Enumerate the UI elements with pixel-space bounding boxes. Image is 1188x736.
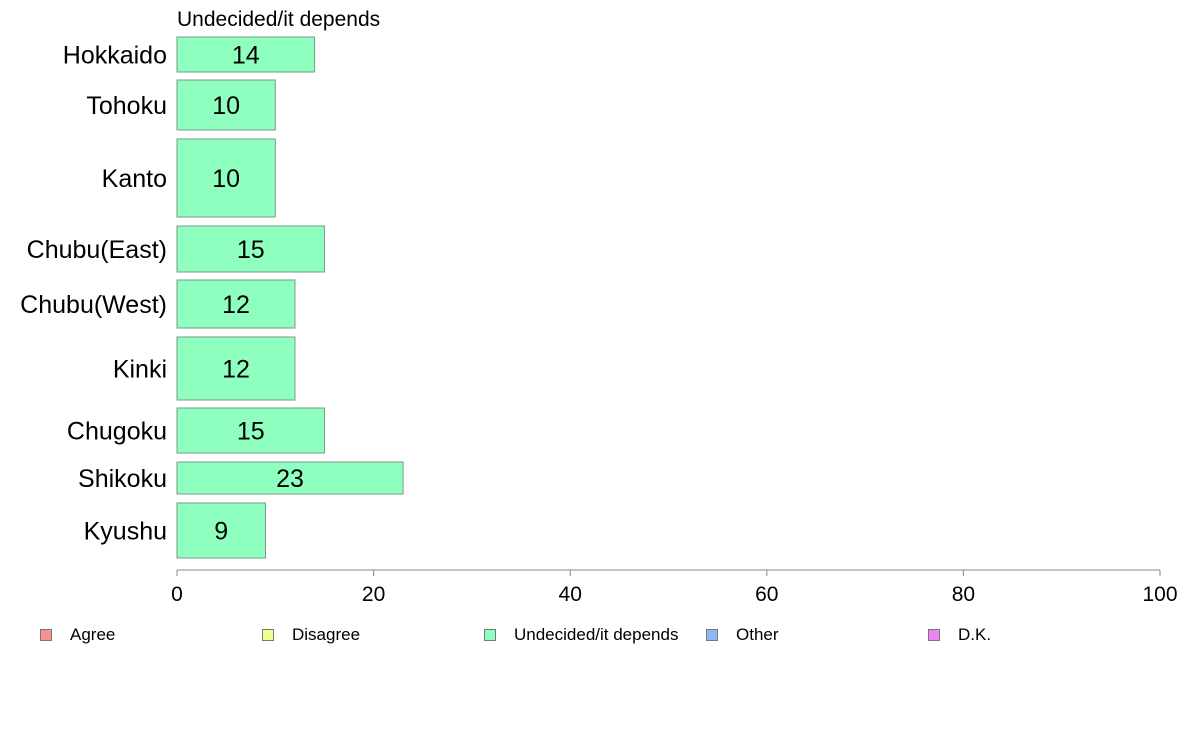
bar [176, 407, 325, 454]
legend-swatch [262, 629, 274, 641]
legend-swatch [928, 629, 940, 641]
legend-label: Disagree [292, 625, 361, 644]
bar [176, 279, 296, 329]
bar [176, 461, 404, 495]
legend-item: Agree [40, 624, 115, 646]
legend-item: Other [706, 624, 779, 646]
bar [176, 336, 296, 401]
data-label: 10 [212, 92, 240, 120]
bar [176, 138, 276, 218]
x-tick-label: 0 [171, 583, 183, 606]
legend-label: D.K. [958, 625, 992, 644]
bar [176, 225, 325, 273]
x-tick-label: 40 [559, 583, 582, 606]
legend: Agree Disagree Undecided/it depends Other D.… [0, 620, 1188, 650]
x-tick-label: 60 [755, 583, 778, 606]
legend-item: Disagree [262, 624, 360, 646]
legend-swatch [706, 629, 718, 641]
data-label: 12 [222, 356, 250, 384]
category-label: Tohoku [86, 92, 167, 120]
category-label: Kyushu [84, 518, 167, 546]
data-label: 10 [212, 165, 240, 193]
chart-title: Undecided/it depends [177, 8, 380, 31]
category-label: Chugoku [67, 418, 167, 446]
bar [176, 502, 266, 559]
category-label: Shikoku [78, 465, 167, 493]
legend-swatch [484, 629, 496, 641]
data-label: 15 [237, 236, 265, 264]
legend-item: D.K. [928, 624, 991, 646]
category-label: Chubu(East) [27, 236, 167, 264]
legend-swatch [40, 629, 52, 641]
data-label: 15 [237, 418, 265, 446]
category-label: Kanto [102, 165, 167, 193]
legend-label: Undecided/it depends [514, 625, 679, 644]
x-tick-label: 80 [952, 583, 975, 606]
x-tick-label: 100 [1142, 583, 1177, 606]
data-label: 23 [276, 465, 304, 493]
category-label: Chubu(West) [20, 291, 167, 319]
legend-label: Other [736, 625, 779, 644]
category-label: Kinki [113, 356, 167, 384]
legend-label: Agree [70, 625, 116, 644]
data-label: 14 [232, 42, 260, 70]
legend-item: Undecided/it depends [484, 624, 678, 646]
data-label: 9 [214, 518, 228, 546]
bar [176, 36, 316, 73]
x-tick-label: 20 [362, 583, 385, 606]
data-label: 12 [222, 291, 250, 319]
bar [176, 79, 276, 131]
category-label: Hokkaido [63, 42, 167, 70]
